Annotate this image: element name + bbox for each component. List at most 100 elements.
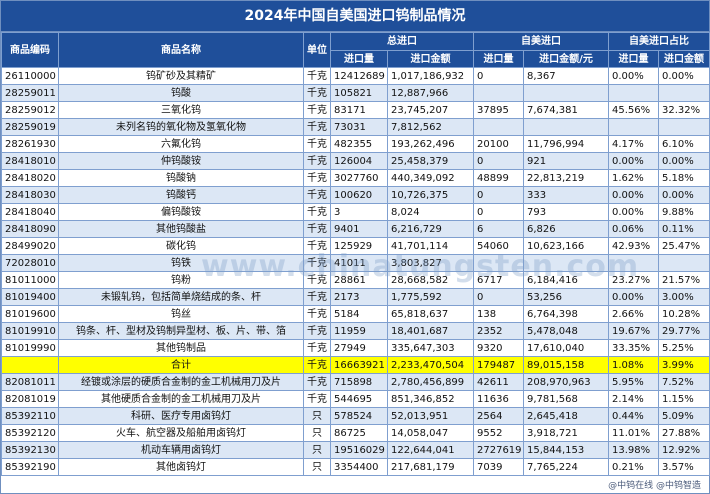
cell-total-amount: 217,681,179: [387, 458, 474, 476]
cell-total-amount: 52,013,951: [387, 407, 474, 425]
cell-total-amount: 6,216,729: [387, 220, 474, 238]
cell-total-amount: 335,647,303: [387, 339, 474, 357]
cell-total-qty: 9401: [330, 220, 388, 238]
cell-total-qty: 83171: [330, 101, 388, 119]
cell-code: 81019400: [1, 288, 59, 306]
table-row: 81019400 未锻轧钨，包括简单烧结成的条、杆 千克 2173 1,775,592 0…: [1, 288, 710, 306]
header-code: 商品编码: [1, 32, 59, 68]
cell-amount-share: 0.00%: [658, 67, 710, 85]
cell-total-amount: 851,346,852: [387, 390, 474, 408]
cell-unit: 千克: [303, 322, 331, 340]
cell-total-qty: 715898: [330, 373, 388, 391]
cell-us-amount: 2,645,418: [523, 407, 609, 425]
cell-us-qty: 48899: [473, 169, 524, 187]
cell-us-amount: 53,256: [523, 288, 609, 306]
cell-name: 机动车辆用卤钨灯: [58, 441, 304, 459]
cell-total-qty: 11959: [330, 322, 388, 340]
table-row: 28418040 偏钨酸铵 千克 3 8,024 0 793 0.00% 9.88%: [1, 203, 710, 221]
cell-amount-share: 10.28%: [658, 305, 710, 323]
cell-amount-share: 5.18%: [658, 169, 710, 187]
cell-unit: 千克: [303, 84, 331, 102]
cell-name: 三氧化钨: [58, 101, 304, 119]
cell-us-qty: 6: [473, 220, 524, 238]
cell-total-qty: 28861: [330, 271, 388, 289]
cell-unit: 只: [303, 407, 331, 425]
cell-qty-share: 0.44%: [608, 407, 659, 425]
cell-unit: 只: [303, 424, 331, 442]
cell-amount-share: 7.52%: [658, 373, 710, 391]
cell-amount-share: [658, 254, 710, 272]
table-row: 28418010 仲钨酸铵 千克 126004 25,458,379 0 921 0.00% 0…: [1, 152, 710, 170]
cell-code: 28499020: [1, 237, 59, 255]
cell-unit: 千克: [303, 101, 331, 119]
cell-code: 28418030: [1, 186, 59, 204]
header-qty-share: 进口量: [608, 50, 659, 68]
cell-qty-share: 1.08%: [608, 356, 659, 374]
cell-name: 钨铁: [58, 254, 304, 272]
cell-total-qty: 41011: [330, 254, 388, 272]
cell-us-qty: 9552: [473, 424, 524, 442]
cell-us-qty: 6717: [473, 271, 524, 289]
cell-total-amount: 25,458,379: [387, 152, 474, 170]
header-us-amount: 进口金额/元: [523, 50, 609, 68]
header-total-amount: 进口金额: [387, 50, 474, 68]
cell-us-amount: 5,478,048: [523, 322, 609, 340]
cell-us-amount: 8,367: [523, 67, 609, 85]
cell-amount-share: 21.57%: [658, 271, 710, 289]
cell-code: 85392110: [1, 407, 59, 425]
cell-code: 81019910: [1, 322, 59, 340]
cell-code: 82081011: [1, 373, 59, 391]
cell-total-qty: 3: [330, 203, 388, 221]
cell-qty-share: [608, 118, 659, 136]
cell-unit: 千克: [303, 356, 331, 374]
cell-amount-share: 25.47%: [658, 237, 710, 255]
cell-us-amount: 89,015,158: [523, 356, 609, 374]
cell-amount-share: 1.15%: [658, 390, 710, 408]
cell-qty-share: 0.00%: [608, 186, 659, 204]
cell-amount-share: 0.00%: [658, 186, 710, 204]
cell-total-amount: 28,668,582: [387, 271, 474, 289]
cell-qty-share: 4.17%: [608, 135, 659, 153]
cell-code: 81019600: [1, 305, 59, 323]
cell-us-qty: 2727619: [473, 441, 524, 459]
cell-total-amount: 1,017,186,932: [387, 67, 474, 85]
cell-amount-share: 5.09%: [658, 407, 710, 425]
cell-total-qty: 3354400: [330, 458, 388, 476]
header-total-qty: 进口量: [330, 50, 388, 68]
cell-us-qty: 11636: [473, 390, 524, 408]
cell-amount-share: 3.57%: [658, 458, 710, 476]
cell-code: 28418040: [1, 203, 59, 221]
cell-code: 81019990: [1, 339, 59, 357]
cell-name: 钨酸钙: [58, 186, 304, 204]
table-row: 85392110 科研、医疗专用卤钨灯只 578524 52,013,951 2564 2…: [1, 407, 710, 425]
cell-total-qty: 578524: [330, 407, 388, 425]
cell-unit: 千克: [303, 135, 331, 153]
cell-code: [1, 356, 59, 374]
cell-unit: 千克: [303, 288, 331, 306]
header-us-qty: 进口量: [473, 50, 524, 68]
cell-us-qty: 9320: [473, 339, 524, 357]
total-row: 合计 千克 16663921 2,233,470,504 179487 89,015,15…: [1, 356, 710, 374]
cell-unit: 千克: [303, 67, 331, 85]
table-row: 72028010 钨铁 千克 41011 3,803,827: [1, 254, 710, 272]
cell-us-amount: 793: [523, 203, 609, 221]
cell-code: 81011000: [1, 271, 59, 289]
cell-name: 其他卤钨灯: [58, 458, 304, 476]
cell-total-qty: 16663921: [330, 356, 388, 374]
cell-amount-share: 0.11%: [658, 220, 710, 238]
cell-unit: 千克: [303, 254, 331, 272]
cell-qty-share: 42.93%: [608, 237, 659, 255]
cell-us-qty: 0: [473, 186, 524, 204]
cell-qty-share: 0.06%: [608, 220, 659, 238]
cell-unit: 千克: [303, 169, 331, 187]
cell-us-amount: 17,610,040: [523, 339, 609, 357]
table-row: 82081019 其他硬质合金制的金工机械用刀及片 千克 544695 851,346,…: [1, 390, 710, 408]
header-share: 自美进口占比: [608, 32, 710, 51]
cell-total-amount: 65,818,637: [387, 305, 474, 323]
cell-us-qty: 20100: [473, 135, 524, 153]
cell-total-amount: 12,887,966: [387, 84, 474, 102]
cell-qty-share: 2.14%: [608, 390, 659, 408]
cell-us-amount: [523, 118, 609, 136]
cell-total-amount: 23,745,207: [387, 101, 474, 119]
footer-credit: @中钨在线 @中钨智造: [608, 481, 701, 491]
